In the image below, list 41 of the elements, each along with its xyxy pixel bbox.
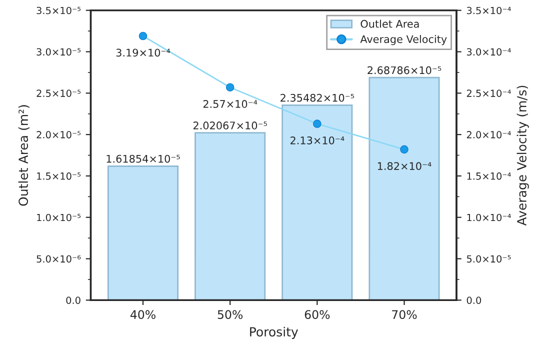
data-label: 2.57×10⁻⁴ <box>203 100 258 108</box>
y-tick-label: 2.5×10⁻⁵ <box>36 90 81 97</box>
y-tick-label: 3.5×10⁻⁵ <box>36 6 81 14</box>
legend-label: Outlet Area <box>360 20 419 28</box>
data-label: 2.02067×10⁻⁵ <box>193 122 267 130</box>
data-label: 2.35482×10⁻⁵ <box>280 94 354 102</box>
x-tick-label: 60% <box>304 310 330 320</box>
bar <box>282 104 353 300</box>
data-label: 1.61854×10⁻⁵ <box>106 154 180 163</box>
point <box>138 32 148 40</box>
y-tick-label: 0.0 <box>66 296 80 304</box>
y-tick-label: 2.0×10⁻⁵ <box>36 131 81 138</box>
y-tick-label: 3.0×10⁻⁵ <box>36 48 81 56</box>
x-axis-title: Porosity <box>250 326 298 339</box>
y2-tick-label: 1.5×10⁻⁴ <box>467 172 511 180</box>
y2-tick-label: 0.0 <box>466 296 482 304</box>
point <box>226 83 234 92</box>
bar <box>368 76 440 300</box>
y2-axis-title: Average Velocity (m/s) <box>516 86 529 226</box>
x-tick-label: 70% <box>392 310 417 320</box>
legend-label: Average Velocity <box>360 35 447 46</box>
y-tick-label: 1.5×10⁻⁵ <box>37 172 81 180</box>
data-label: 3.19×10⁻⁴ <box>116 48 170 57</box>
x-tick-label: 40% <box>130 310 156 320</box>
y-tick-label: 1.0×10⁻⁵ <box>37 214 81 222</box>
y-axis-title: Outlet Area (m²) <box>18 105 30 206</box>
data-label: 1.82×10⁻⁴ <box>378 162 432 170</box>
data-label: 2.68786×10⁻⁵ <box>368 66 442 74</box>
y2-tick-label: 2.0×10⁻⁴ <box>466 131 511 138</box>
bar <box>107 165 179 300</box>
y2-tick-label: 1.0×10⁻⁴ <box>467 214 511 222</box>
bar <box>194 132 266 300</box>
point <box>313 120 322 128</box>
point <box>400 145 408 154</box>
y2-tick-label: 3.0×10⁻⁴ <box>466 48 511 56</box>
x-tick-label: 50% <box>218 310 243 320</box>
data-label: 2.13×10⁻⁴ <box>290 136 344 144</box>
y2-tick-label: 5.0×10⁻⁵ <box>466 255 511 263</box>
y2-tick-label: 2.5×10⁻⁴ <box>466 90 511 97</box>
y2-tick-label: 3.5×10⁻⁴ <box>466 6 511 14</box>
y-tick-label: 5.0×10⁻⁶ <box>36 255 81 263</box>
